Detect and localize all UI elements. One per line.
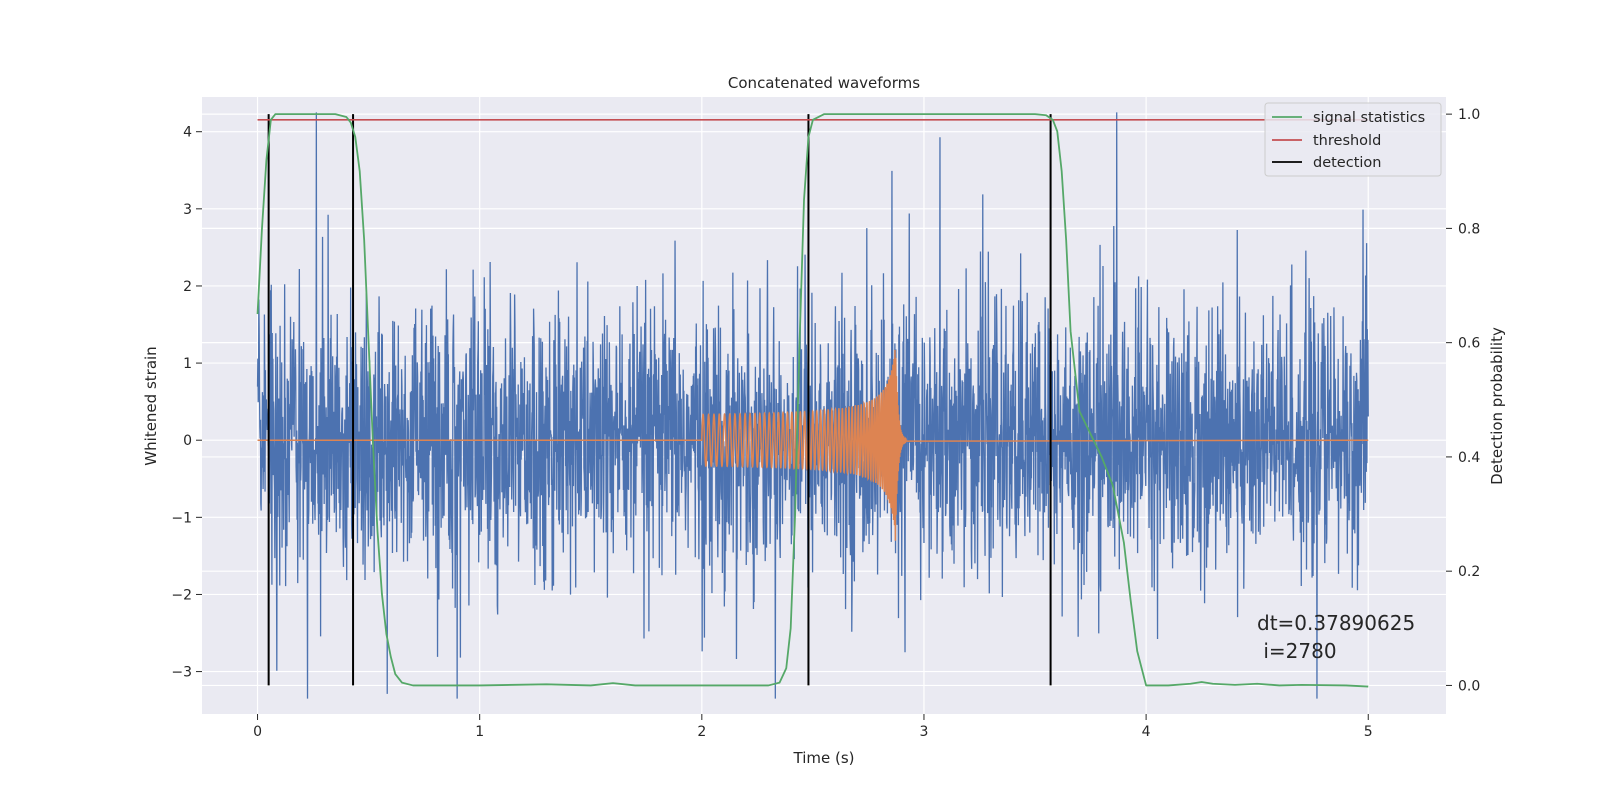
waveform-series-line	[257, 349, 1369, 541]
x-tick-label: 3	[920, 724, 929, 740]
x-tick-label: 4	[1142, 724, 1151, 740]
plot-data-area	[256, 112, 1369, 699]
y2-axis-label: Detection probability	[1488, 327, 1506, 485]
y2-tick-label: 0.0	[1458, 678, 1480, 694]
legend-box	[1264, 102, 1442, 177]
chart-title: Concatenated waveforms	[728, 74, 920, 92]
signal-statistics-line	[256, 113, 1369, 688]
y2-tick-label: 0.6	[1458, 336, 1480, 352]
y2-tick-label: 1.0	[1458, 107, 1480, 123]
annotation-dt: dt=0.37890625	[1257, 611, 1415, 635]
annotation-i: i=2780	[1257, 639, 1337, 663]
y2-tick-label: 0.4	[1458, 450, 1480, 466]
legend-label-threshold: threshold	[1313, 133, 1381, 149]
y-axis-label: Whitened strain	[142, 346, 160, 465]
y-tick-label: −3	[171, 665, 192, 681]
legend-label-signal-statistics: signal statistics	[1313, 110, 1425, 126]
y-tick-label: 4	[183, 125, 192, 141]
axes: −3 −2 −1 0 1 2 3 4 0 1 2 3 4 5 0.0 0.2 0.4 0.6 0.8 1.0	[171, 107, 1480, 740]
y2-tick-label: 0.2	[1458, 564, 1480, 580]
y-tick-label: −2	[171, 587, 192, 603]
legend-label-detection: detection	[1313, 155, 1381, 171]
x-axis-label: Time (s)	[793, 749, 855, 767]
y-tick-label: −1	[171, 510, 192, 526]
y-tick-label: 1	[183, 356, 192, 372]
x-tick-label: 2	[697, 724, 706, 740]
legend: signal statistics threshold detection	[1264, 102, 1442, 177]
x-tick-label: 0	[253, 724, 262, 740]
x-tick-label: 5	[1364, 724, 1373, 740]
y-tick-label: 2	[183, 279, 192, 295]
x-tick-label: 1	[475, 724, 484, 740]
y-tick-label: 0	[183, 433, 192, 449]
y2-tick-label: 0.8	[1458, 221, 1480, 237]
y-tick-label: 3	[183, 202, 192, 218]
series-layer	[256, 112, 1369, 699]
